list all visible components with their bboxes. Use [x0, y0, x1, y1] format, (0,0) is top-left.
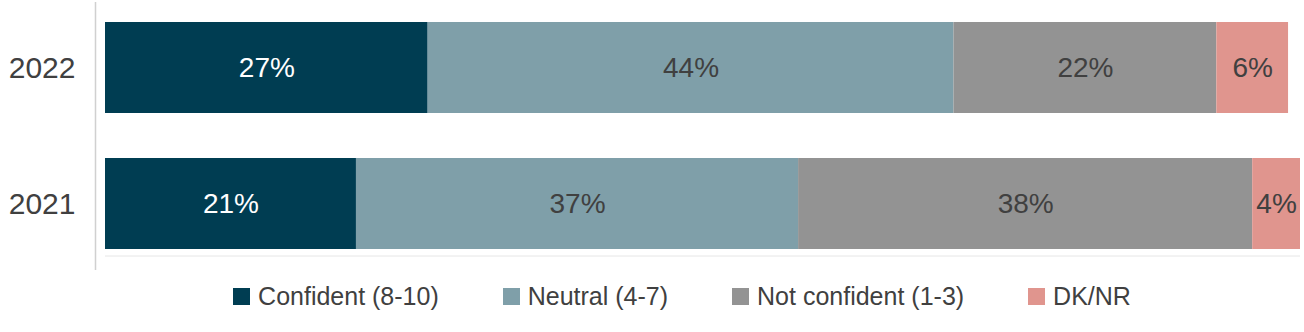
html-text:DK/NR: DK/NR [1053, 282, 1131, 310]
svg-text:38%: 38% [998, 188, 1054, 219]
svg-text:44%: 44% [663, 52, 719, 83]
svg-text:6%: 6% [1232, 52, 1272, 83]
html-text:Not confident (1-3): Not confident (1-3) [757, 282, 965, 310]
svg-text:22%: 22% [1057, 52, 1113, 83]
svg-text:4%: 4% [1256, 188, 1296, 219]
svg-text:27%: 27% [239, 52, 295, 83]
svg-text:21%: 21% [203, 188, 259, 219]
svg-text:2022: 2022 [9, 51, 76, 84]
html-text:Neutral (4-7): Neutral (4-7) [527, 282, 669, 310]
html-text:Confident (8-10): Confident (8-10) [258, 282, 439, 310]
svg-text:2021: 2021 [9, 187, 76, 220]
svg-text:37%: 37% [550, 188, 606, 219]
